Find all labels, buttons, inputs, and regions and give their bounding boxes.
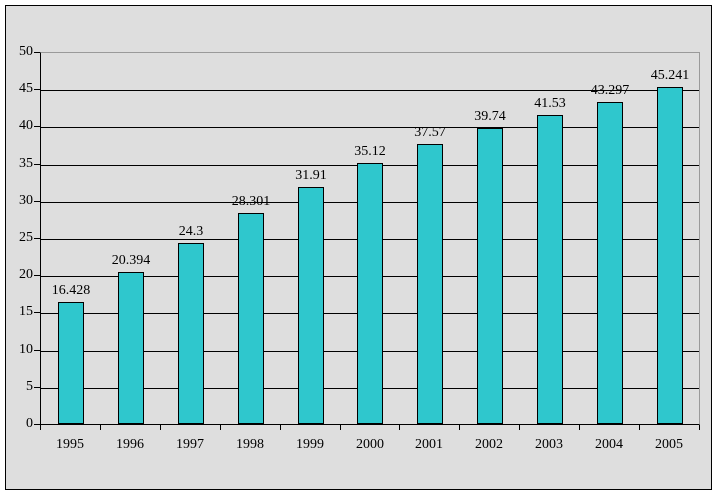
x-axis-tick-label: 1998 bbox=[236, 437, 264, 452]
y-axis-tick bbox=[34, 201, 40, 202]
y-axis-tick-label: 0 bbox=[26, 416, 33, 431]
bar bbox=[178, 243, 204, 424]
bar-value-label: 16.428 bbox=[51, 283, 91, 298]
y-axis-tick-label: 35 bbox=[19, 156, 33, 171]
y-axis-tick-label: 50 bbox=[19, 44, 33, 59]
y-axis-tick-label: 45 bbox=[19, 81, 33, 96]
bar-value-label: 24.3 bbox=[178, 224, 204, 239]
bar-value-label: 45.241 bbox=[650, 68, 690, 83]
y-axis-tick bbox=[34, 89, 40, 90]
bar-value-label: 31.91 bbox=[295, 168, 327, 183]
bar bbox=[417, 144, 443, 424]
y-axis-tick-label: 25 bbox=[19, 230, 33, 245]
chart-frame: 16.428 20.394 24.3 28.301 31.91 35.12 37.57 39.… bbox=[5, 5, 712, 490]
x-axis-tick-label: 2004 bbox=[595, 437, 623, 452]
x-axis-tick bbox=[280, 425, 281, 430]
x-axis-tick bbox=[639, 425, 640, 430]
gridline bbox=[41, 127, 699, 128]
bar bbox=[477, 128, 503, 424]
y-axis-tick bbox=[34, 424, 40, 425]
bar bbox=[58, 302, 84, 424]
bar-value-label: 41.53 bbox=[534, 96, 566, 111]
bar-value-label: 35.12 bbox=[354, 144, 386, 159]
y-axis-tick bbox=[34, 275, 40, 276]
bar-value-label: 20.394 bbox=[111, 253, 151, 268]
x-axis-tick-label: 1995 bbox=[56, 437, 84, 452]
y-axis-tick bbox=[34, 52, 40, 53]
x-axis-tick bbox=[340, 425, 341, 430]
bar bbox=[657, 87, 683, 424]
bar bbox=[238, 213, 264, 424]
y-axis-tick bbox=[34, 312, 40, 313]
x-axis-tick-label: 1999 bbox=[296, 437, 324, 452]
bar bbox=[118, 272, 144, 424]
x-axis-tick-label: 1996 bbox=[116, 437, 144, 452]
x-axis-tick bbox=[220, 425, 221, 430]
bar bbox=[597, 102, 623, 424]
x-axis-tick-label: 2001 bbox=[415, 437, 443, 452]
y-axis-tick bbox=[34, 238, 40, 239]
y-axis-tick bbox=[34, 126, 40, 127]
x-axis-tick bbox=[399, 425, 400, 430]
x-axis-tick bbox=[699, 425, 700, 430]
y-axis-tick-label: 30 bbox=[19, 193, 33, 208]
x-axis-tick bbox=[160, 425, 161, 430]
y-axis-tick bbox=[34, 387, 40, 388]
bar bbox=[357, 163, 383, 424]
x-axis-tick-label: 2005 bbox=[655, 437, 683, 452]
x-axis-tick-label: 2003 bbox=[535, 437, 563, 452]
y-axis-tick-label: 20 bbox=[19, 267, 33, 282]
x-axis-tick-label: 2002 bbox=[475, 437, 503, 452]
x-axis-tick bbox=[579, 425, 580, 430]
bar bbox=[537, 115, 563, 424]
y-axis-tick bbox=[34, 350, 40, 351]
y-axis-tick-label: 40 bbox=[19, 118, 33, 133]
bar-value-label: 28.301 bbox=[231, 194, 271, 209]
plot-area: 16.428 20.394 24.3 28.301 31.91 35.12 37.57 39.… bbox=[40, 52, 700, 425]
gridline bbox=[41, 90, 699, 91]
x-axis-tick bbox=[459, 425, 460, 430]
bar-value-label: 37.57 bbox=[414, 125, 446, 140]
y-axis-tick-label: 10 bbox=[19, 342, 33, 357]
bar-value-label: 43.297 bbox=[590, 83, 630, 98]
x-axis-tick bbox=[100, 425, 101, 430]
bar-value-label: 39.74 bbox=[474, 109, 506, 124]
x-axis-tick-label: 1997 bbox=[176, 437, 204, 452]
x-axis-tick-label: 2000 bbox=[356, 437, 384, 452]
y-axis-tick-label: 5 bbox=[26, 379, 33, 394]
y-axis-tick-label: 15 bbox=[19, 304, 33, 319]
y-axis-tick bbox=[34, 164, 40, 165]
x-axis-tick bbox=[40, 425, 41, 430]
x-axis-tick bbox=[519, 425, 520, 430]
bar bbox=[298, 187, 324, 424]
